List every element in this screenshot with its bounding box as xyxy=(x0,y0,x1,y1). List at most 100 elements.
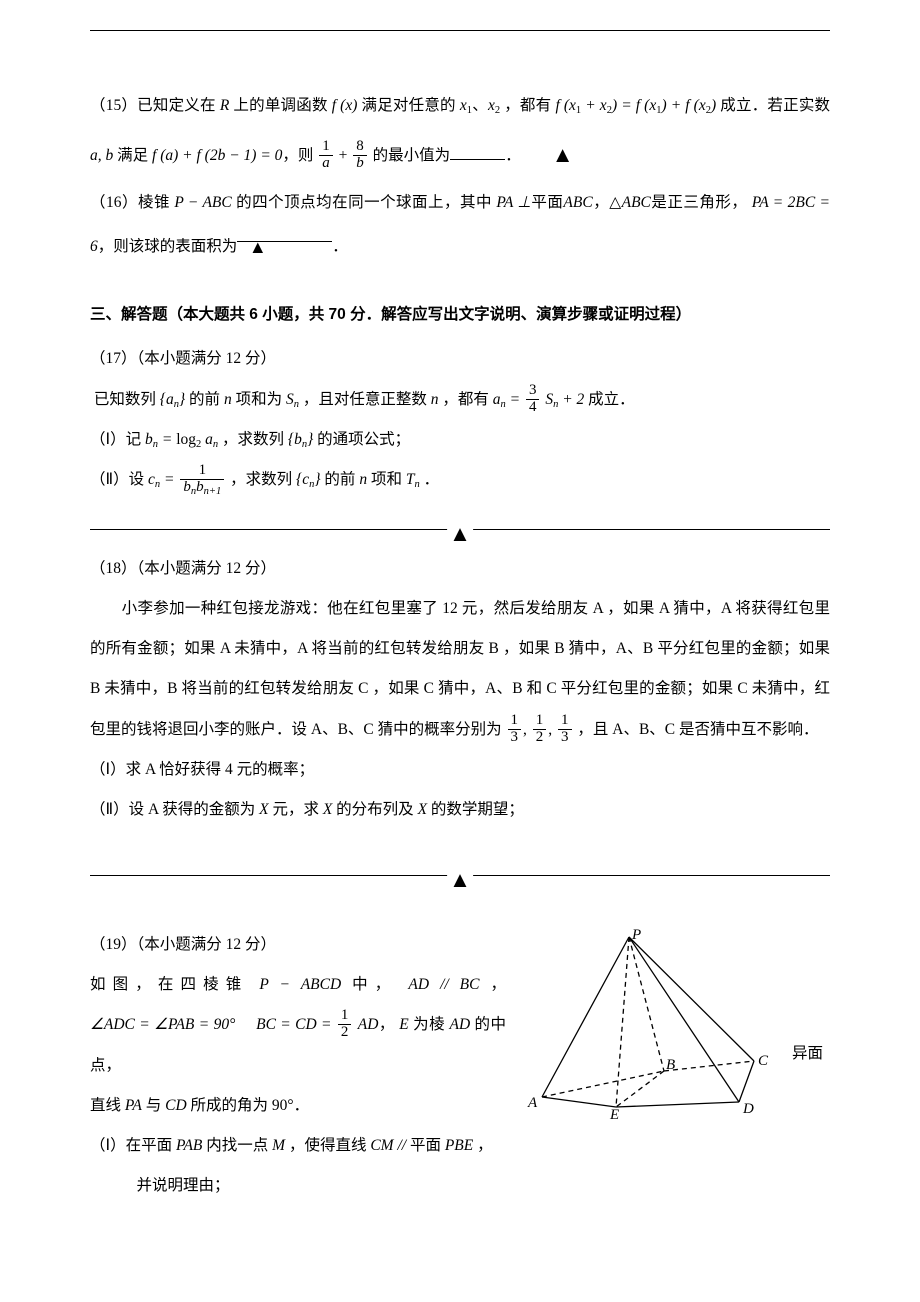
q19-l2a: ∠ADC = ∠PAB = 90° xyxy=(90,1016,235,1033)
q19-side-word: 异面 xyxy=(792,925,830,1072)
divider-triangle: ▲ xyxy=(447,508,473,561)
q15-x1: x1 xyxy=(460,97,472,114)
question-16: （16）棱锥 P − ABC 的四个顶点均在同一个球面上，其中 PA ⊥平面AB… xyxy=(90,183,830,267)
q18-p2b: 元，求 xyxy=(272,801,319,818)
q19-line2: ∠ADC = ∠PAB = 90° BC = CD = 12 AD， E 为棱 … xyxy=(90,1005,506,1086)
q15-t5: 成立．若正实数 xyxy=(720,97,830,114)
q15-eqn: f (x1 + x2) = f (x1) + f (x2) xyxy=(555,97,716,114)
q15-t1: 已知定义在 xyxy=(137,97,216,114)
q15-fx: f (x) xyxy=(332,97,358,114)
q18-part1: （Ⅰ）求 A 恰好获得 4 元的概率； xyxy=(90,750,830,790)
q17-cn-lhs: cn = xyxy=(148,471,178,488)
q19-p1a: 在平面 xyxy=(126,1137,173,1154)
q16-perp: PA ⊥ xyxy=(496,194,531,211)
q15-R: R xyxy=(220,97,229,114)
q18-p2d: 的数学期望； xyxy=(431,801,524,818)
q17-n1: n xyxy=(224,391,232,408)
q16-label: （16） xyxy=(90,194,138,211)
q17-frac: 34 xyxy=(526,383,540,416)
q17-n2: n xyxy=(431,391,439,408)
q19-p1e: ， xyxy=(477,1137,493,1154)
q17-cn: {cn} xyxy=(296,471,321,488)
q19-l2d: ， xyxy=(378,1016,394,1033)
q17-p1b: ，求数列 xyxy=(222,431,284,448)
q16-t3: 平面 xyxy=(531,194,563,211)
q17-p2d: 项和 xyxy=(371,471,402,488)
q17-divider: ▲ xyxy=(90,511,830,537)
q17-part1: （Ⅰ）记 bn = log2 an ，求数列 {bn} 的通项公式； xyxy=(90,420,830,460)
svg-text:A: A xyxy=(527,1095,538,1111)
q19-l1c: ， xyxy=(491,976,507,993)
q17-p2b: ，求数列 xyxy=(230,471,292,488)
q19-CD: CD xyxy=(165,1097,187,1114)
q15-x2: x2 xyxy=(488,97,500,114)
q17-Sn: Sn xyxy=(286,391,299,408)
q15-t6: 满足 xyxy=(117,147,148,164)
q17-l1d: ，且对任意正整数 xyxy=(303,391,427,408)
top-rule xyxy=(90,30,830,31)
q17-p2c: 的前 xyxy=(324,471,355,488)
q19-90: 90° xyxy=(272,1097,294,1114)
q16-t4: 是正三角形， xyxy=(651,194,747,211)
q19-l3e: 所成的角为 xyxy=(191,1097,269,1114)
q19-l3a: 直线 xyxy=(90,1097,121,1114)
q19-l1b: 中， xyxy=(352,976,397,993)
q19-l1: 如图，在四棱锥 xyxy=(90,976,248,993)
q19-line3: 直线 PA 与 CD 所成的角为 90°． xyxy=(90,1086,506,1126)
q19-l3g: ． xyxy=(294,1097,310,1114)
q15-eqn2: f (a) + f (2b − 1) = 0 xyxy=(152,147,282,164)
q19-pabcd: P − ABCD xyxy=(259,976,341,993)
q18-divider: ▲ xyxy=(90,857,830,883)
q19-head: （19）（本小题满分 12 分） xyxy=(90,925,506,965)
q19-line1: 如图，在四棱锥 P − ABCD 中， AD // BC ， xyxy=(90,965,506,1005)
q19-p1b: 内找一点 xyxy=(206,1137,268,1154)
q17-p1a: 记 xyxy=(126,431,142,448)
q16-comma: ， xyxy=(593,194,610,211)
question-19: （19）（本小题满分 12 分） 如图，在四棱锥 P − ABCD 中， AD … xyxy=(90,925,830,1207)
q17-p1-label: （Ⅰ） xyxy=(90,431,126,448)
q15-plus: + xyxy=(339,147,348,164)
q19-p1d: 平面 xyxy=(410,1137,441,1154)
q17-cn-frac: 1bnbn+1 xyxy=(180,463,224,497)
q18-p2c: 的分布列及 xyxy=(336,801,414,818)
q16-t5: ，则该球的表面积为 xyxy=(98,238,238,255)
q19-text-column: （19）（本小题满分 12 分） 如图，在四棱锥 P − ABCD 中， AD … xyxy=(90,925,506,1207)
q17-l1f: 成立． xyxy=(588,391,635,408)
pyramid-diagram: P A E B D C xyxy=(524,929,774,1119)
q19-l2c: AD xyxy=(358,1016,379,1033)
svg-text:P: P xyxy=(631,929,641,943)
question-15: （15）已知定义在 R 上的单调函数 f (x) 满足对任意的 x1、x2 ，都… xyxy=(90,86,830,183)
q16-blank: ▲ xyxy=(237,224,332,242)
q15-period: ． xyxy=(505,147,521,164)
svg-text:B: B xyxy=(666,1057,675,1073)
q17-label: （17） xyxy=(90,350,137,367)
q17-line1: 已知数列 {an} 的前 n 项和为 Sn ，且对任意正整数 n ，都有 an … xyxy=(90,380,830,420)
q16-abc2: ABC xyxy=(622,194,651,211)
q17-part2: （Ⅱ）设 cn = 1bnbn+1 ，求数列 {cn} 的前 n 项和 Tn ． xyxy=(90,460,830,500)
exam-page: （15）已知定义在 R 上的单调函数 f (x) 满足对任意的 x1、x2 ，都… xyxy=(0,0,920,1247)
q19-l2f: 为棱 xyxy=(413,1016,445,1033)
q18-p2: 12 xyxy=(533,713,547,746)
q19-part1: （Ⅰ）在平面 PAB 内找一点 M ，使得直线 CM // 平面 PBE ， xyxy=(90,1126,506,1166)
svg-text:C: C xyxy=(758,1053,769,1069)
spacer xyxy=(90,831,830,847)
svg-text:D: D xyxy=(742,1101,754,1117)
svg-text:E: E xyxy=(609,1107,619,1119)
q16-triabc: △ xyxy=(609,194,621,211)
q19-adbc: AD // BC xyxy=(408,976,479,993)
q18-X3: X xyxy=(418,801,427,818)
q18-body-text: 小李参加一种红包接龙游戏：他在红包里塞了 12 元，然后发给朋友 A ，如果 A… xyxy=(90,600,830,738)
q17-l1c: 项和为 xyxy=(236,391,283,408)
q17-p1c: 的通项公式； xyxy=(317,431,410,448)
q19-p1c: ，使得直线 xyxy=(289,1137,367,1154)
q15-blank xyxy=(450,142,505,160)
q17-bn: {bn} xyxy=(288,431,313,448)
q15-frac1: 1a xyxy=(319,139,333,172)
q18-body2: ，且 A、B、C 是否猜中互不影响． xyxy=(577,721,818,738)
q16-pabc: P − ABC xyxy=(174,194,231,211)
q19-figure: P A E B D C xyxy=(524,925,774,1119)
q18-p1: 13 xyxy=(508,713,522,746)
q15-triangle: ▲ xyxy=(552,126,574,183)
q15-t4: ，都有 xyxy=(504,97,551,114)
q18-X2: X xyxy=(323,801,332,818)
